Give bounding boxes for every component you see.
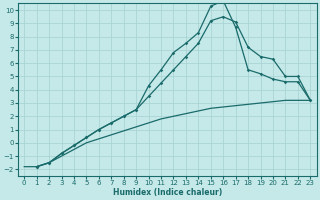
X-axis label: Humidex (Indice chaleur): Humidex (Indice chaleur) <box>113 188 222 197</box>
